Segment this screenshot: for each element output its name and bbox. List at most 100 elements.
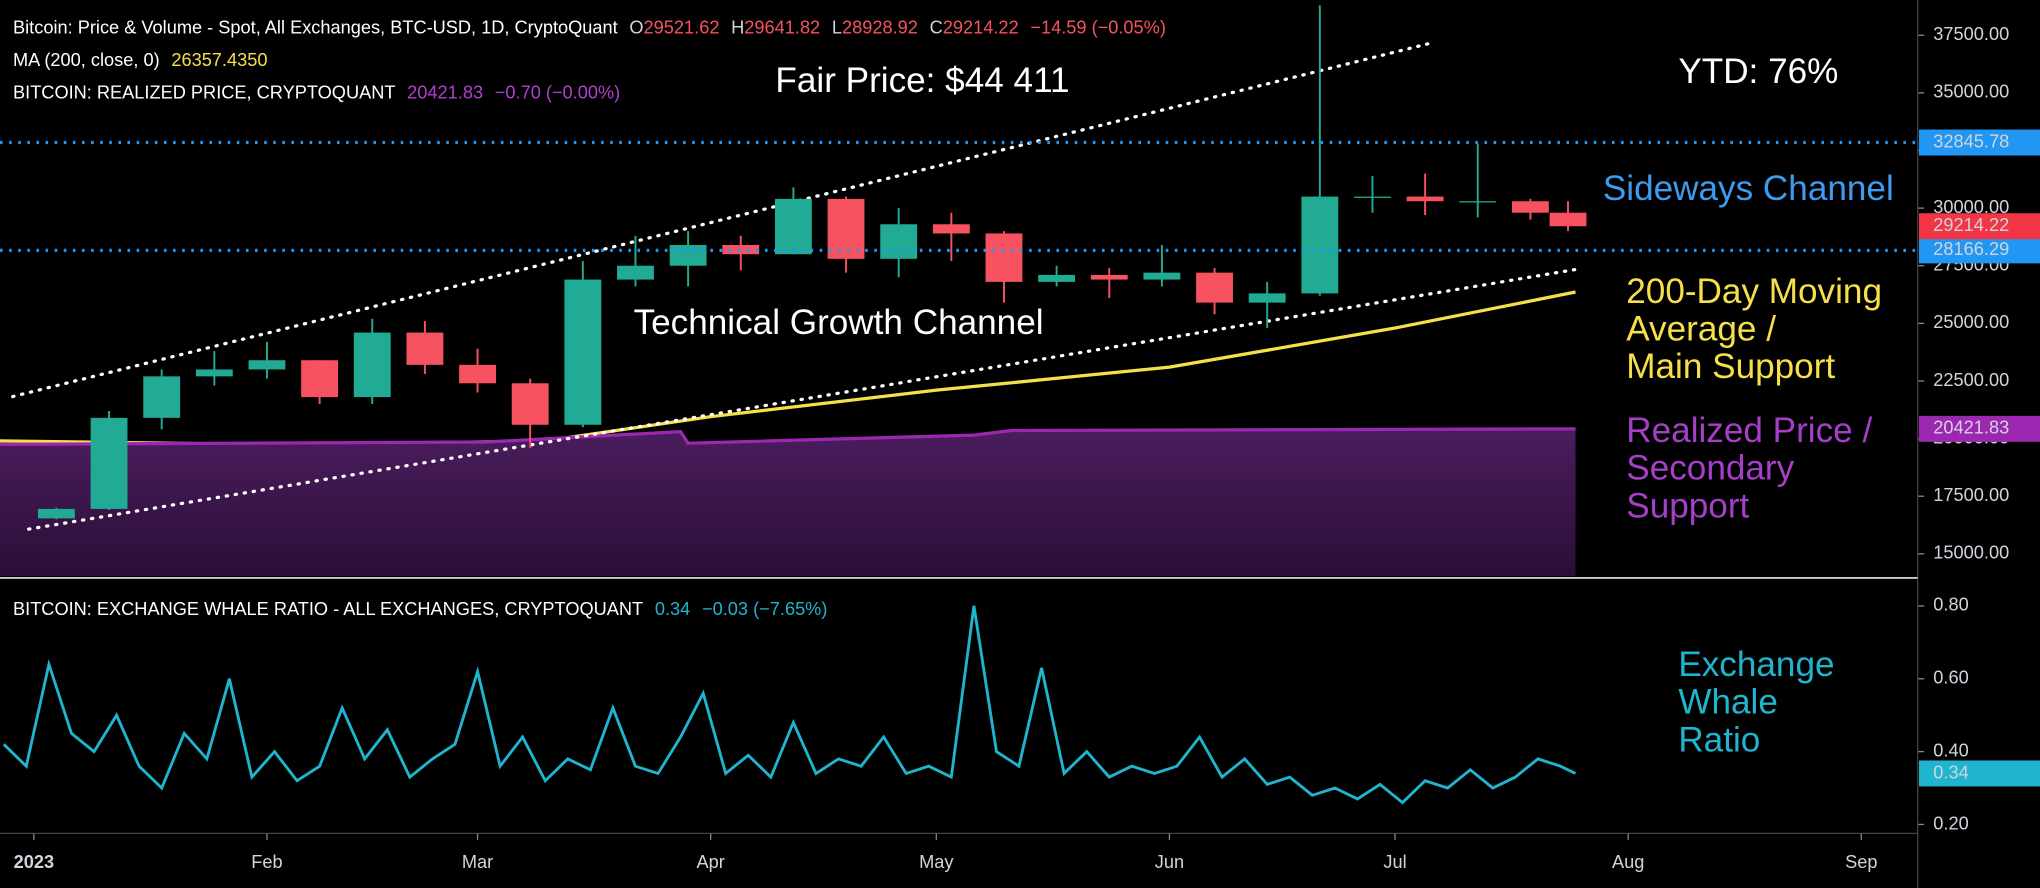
candle-body — [1196, 272, 1233, 303]
x-tick-label: Jul — [1383, 852, 1406, 872]
legend-value: 29521.62 — [644, 17, 720, 37]
y-tick-label: 15000.00 — [1933, 543, 2009, 563]
annotation-line: 200-Day Moving — [1626, 272, 1882, 311]
legend-value: 0.34 — [655, 599, 690, 619]
legend-value: 26357.4350 — [171, 50, 267, 70]
x-tick-label: Jun — [1155, 852, 1184, 872]
trendline — [11, 41, 1433, 399]
price-label-box — [1919, 213, 2040, 240]
y-tick-label: 30000.00 — [1933, 197, 2009, 217]
series-line — [2, 605, 1577, 805]
candle-body — [1511, 201, 1549, 213]
x-tick-label: May — [919, 852, 954, 872]
candle-body — [1406, 196, 1444, 202]
series-line — [0, 427, 1576, 447]
legend-value: −0.03 (−7.65%) — [702, 599, 827, 619]
legend-row: BITCOIN: EXCHANGE WHALE RATIO - ALL EXCH… — [13, 599, 827, 619]
candle-body — [1038, 274, 1076, 282]
price-label: 32845.78 — [1933, 131, 2009, 151]
candle-body — [669, 244, 707, 266]
area — [0, 428, 1576, 576]
legend-row: BITCOIN: REALIZED PRICE, CRYPTOQUANT 2042… — [13, 82, 620, 102]
annotation-line: Sideways Channel — [1603, 169, 1894, 208]
annotation: Technical Growth Channel — [634, 303, 1044, 342]
legend-value: 29214.22 — [943, 17, 1019, 37]
x-tick-label: 2023 — [14, 852, 54, 872]
annotation-line: Ratio — [1678, 721, 1760, 760]
legend-name: BITCOIN: REALIZED PRICE, CRYPTOQUANT — [13, 82, 395, 102]
annotation-line: Realized Price / — [1626, 411, 1872, 450]
candle-body — [1090, 274, 1128, 280]
annotation-line: Fair Price: $44 411 — [775, 61, 1069, 100]
candle-body — [985, 233, 1023, 282]
price-label-box — [1919, 237, 2040, 264]
y-tick-label: 37500.00 — [1933, 24, 2009, 44]
candle-body — [248, 360, 286, 370]
chart-title: Bitcoin: Price & Volume - Spot, All Exch… — [13, 17, 618, 37]
candle-body — [1248, 293, 1286, 303]
annotation-line: Exchange — [1678, 645, 1834, 684]
candle-body — [827, 198, 865, 259]
annotation-line: Main Support — [1626, 348, 1835, 387]
price-label: 0.34 — [1933, 762, 1968, 782]
candle-body — [90, 417, 128, 509]
y-tick-label: 22500.00 — [1933, 370, 2009, 390]
annotation-line: Secondary — [1626, 449, 1794, 488]
candle-body — [143, 376, 181, 418]
annotation: 200-Day Moving Average / Main Support — [1626, 272, 1891, 386]
candle-body — [722, 244, 760, 255]
x-tick-label: Aug — [1612, 852, 1644, 872]
price-label: 20421.83 — [1933, 418, 2009, 438]
legend-value: 28928.92 — [842, 17, 918, 37]
legend-name: BITCOIN: EXCHANGE WHALE RATIO - ALL EXCH… — [13, 599, 643, 619]
legend-value: C — [930, 17, 943, 37]
legend-value: O — [629, 17, 643, 37]
candle-body — [37, 508, 75, 519]
x-tick-label: Apr — [697, 852, 725, 872]
annotation-line: Technical Growth Channel — [634, 303, 1044, 342]
price-label: 29214.22 — [1933, 215, 2009, 235]
annotation: Fair Price: $44 411 — [775, 61, 1069, 100]
y-tick-label: 0.80 — [1933, 595, 1968, 615]
candle-body — [1143, 272, 1181, 280]
y-tick-label: 35000.00 — [1933, 82, 2009, 102]
candle-body — [1354, 196, 1391, 198]
candle-body — [880, 224, 918, 259]
plot-layer — [0, 5, 1925, 826]
legend-row: Bitcoin: Price & Volume - Spot, All Exch… — [13, 17, 1166, 37]
annotation: Exchange Whale Ratio — [1678, 645, 1844, 759]
price-label-box — [1919, 129, 2040, 156]
candle-body — [1301, 196, 1339, 294]
legend-row: MA (200, close, 0) 26357.4350 — [13, 50, 267, 70]
price-label: 28166.29 — [1933, 239, 2009, 259]
legend-value: 20421.83 — [407, 82, 483, 102]
legend-value: L — [832, 17, 842, 37]
legend-value: −14.59 (−0.05%) — [1030, 17, 1166, 37]
price-label-box — [1919, 415, 2040, 442]
candle-body — [301, 360, 339, 398]
annotation-line: Whale — [1678, 683, 1778, 722]
candle-body — [617, 265, 654, 280]
candle-body — [459, 364, 496, 384]
x-tick-label: Feb — [251, 852, 282, 872]
annotation-line: Support — [1626, 487, 1749, 526]
candle-body — [932, 224, 970, 234]
y-tick-label: 25000.00 — [1933, 312, 2009, 332]
annotation: YTD: 76% — [1678, 52, 1838, 91]
candle-body — [195, 369, 233, 377]
y-tick-label: 0.20 — [1933, 813, 1968, 833]
y-tick-label: 17500.00 — [1933, 485, 2009, 505]
candle-body — [353, 332, 391, 398]
x-tick-label: Mar — [462, 852, 493, 872]
annotation-line: YTD: 76% — [1678, 52, 1838, 91]
trendline — [26, 267, 1579, 531]
annotation-line: Average / — [1626, 310, 1776, 349]
y-tick-label: 0.40 — [1933, 740, 1968, 760]
candle-body — [406, 332, 444, 365]
legend-name: MA (200, close, 0) — [13, 50, 160, 70]
candle-body — [1459, 201, 1497, 203]
price-label-box — [1919, 760, 2040, 787]
candle-body — [564, 279, 602, 425]
